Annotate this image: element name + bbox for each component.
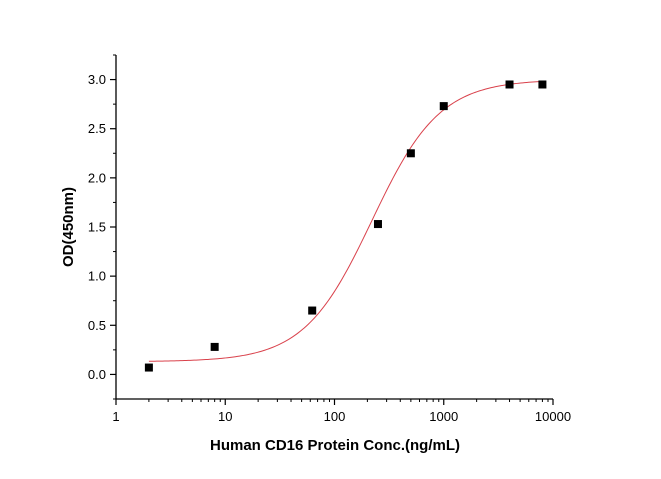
y-axis-title: OD(450nm): [60, 187, 77, 267]
x-tick-label: 10000: [535, 409, 571, 424]
data-points: [144, 80, 547, 372]
y-tick-label: 3.0: [88, 72, 106, 87]
fit-curve: [148, 80, 543, 362]
y-tick-label: 2.5: [88, 121, 106, 136]
y-tick-label: 0.0: [88, 367, 106, 382]
data-point: [538, 80, 547, 89]
y-tick-label: 2.0: [88, 170, 106, 185]
x-tick-label: 1: [112, 409, 119, 424]
y-tick-label: 0.5: [88, 318, 106, 333]
data-point: [439, 102, 448, 111]
data-point: [210, 342, 219, 351]
data-point: [505, 80, 514, 89]
x-tick-label: 1000: [429, 409, 458, 424]
x-tick-label: 100: [324, 409, 346, 424]
data-point: [144, 363, 153, 372]
y-tick-label: 1.5: [88, 220, 106, 235]
data-point: [406, 149, 415, 158]
x-tick-label: 10: [218, 409, 232, 424]
x-axis-title: Human CD16 Protein Conc.(ng/mL): [210, 437, 460, 454]
data-point: [308, 306, 317, 315]
tick-labels: 1 10 100 1000 10000 0.0 0.5 1.0 1.5 2.0 2.5 3.0: [88, 72, 571, 424]
y-tick-label: 1.0: [88, 269, 106, 284]
axes: [110, 54, 554, 405]
data-point: [373, 220, 382, 229]
